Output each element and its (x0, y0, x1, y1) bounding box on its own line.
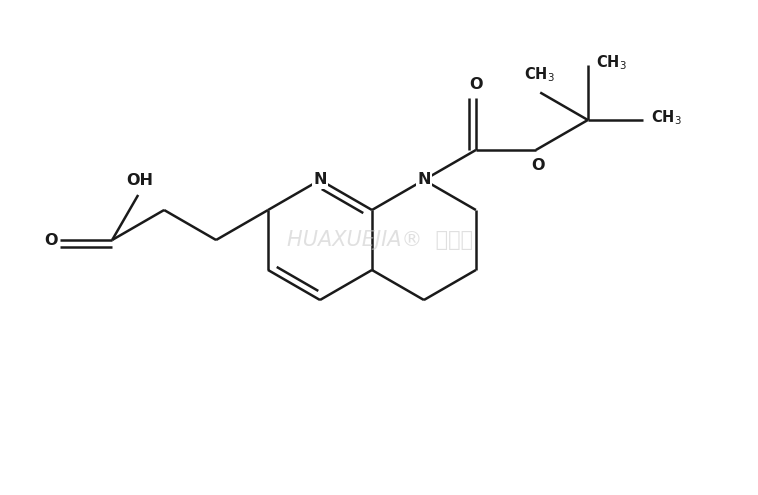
Text: HUAXUEJIA®  化学加: HUAXUEJIA® 化学加 (287, 230, 473, 250)
Text: O: O (469, 77, 483, 92)
Text: CH$_3$: CH$_3$ (524, 65, 555, 84)
Text: N: N (417, 172, 431, 188)
Text: O: O (45, 233, 58, 248)
Text: CH$_3$: CH$_3$ (651, 108, 682, 127)
Text: N: N (313, 172, 327, 188)
Text: O: O (531, 157, 545, 172)
Text: OH: OH (127, 173, 154, 189)
Text: CH$_3$: CH$_3$ (597, 53, 627, 72)
